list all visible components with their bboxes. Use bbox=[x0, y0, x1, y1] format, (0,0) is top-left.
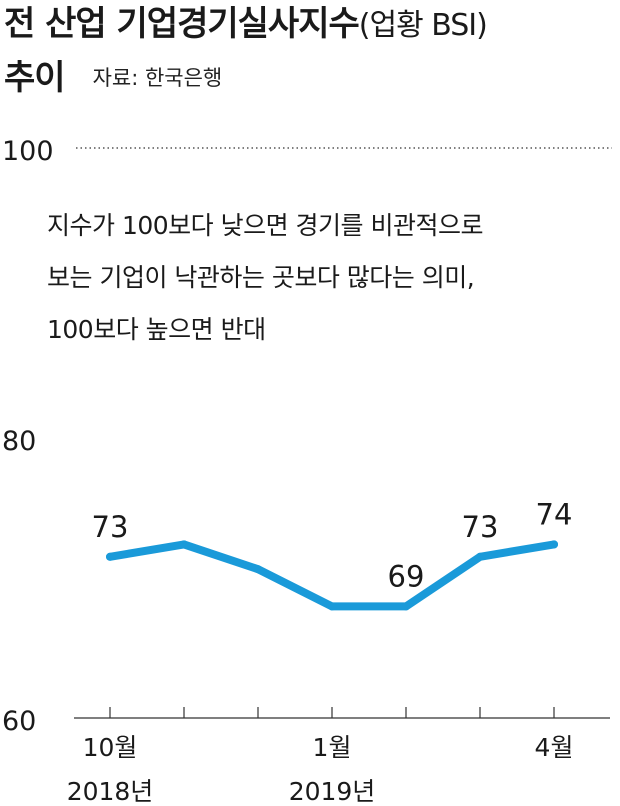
data-point bbox=[402, 602, 410, 611]
y-tick-label-100: 100 bbox=[2, 136, 54, 167]
chart-title-paren: (업황 BSI) bbox=[358, 8, 488, 43]
x-tick-year-label: 2018년 bbox=[67, 777, 154, 806]
chart-title-second: 추이 bbox=[4, 58, 66, 98]
x-tick-label: 4월 bbox=[535, 733, 574, 762]
series-line bbox=[106, 540, 558, 611]
source-label: 자료: 한국은행 bbox=[92, 66, 223, 90]
chart-title-main: 전 산업 기업경기실사지수 bbox=[4, 4, 360, 44]
x-tick-label: 1월 bbox=[313, 733, 352, 762]
note-line-1: 지수가 100보다 낮으면 경기를 비관적으로 bbox=[47, 211, 484, 240]
note-line-3: 100보다 높으면 반대 bbox=[47, 315, 266, 344]
data-label: 73 bbox=[462, 510, 499, 544]
data-point bbox=[476, 552, 484, 561]
data-point bbox=[254, 565, 262, 574]
note-line-2: 보는 기업이 낙관하는 곳보다 많다는 의미, bbox=[47, 263, 475, 292]
data-label: 69 bbox=[388, 559, 425, 593]
y-tick-label-80: 80 bbox=[2, 426, 36, 457]
data-point bbox=[180, 540, 188, 549]
data-point bbox=[550, 540, 558, 549]
data-point bbox=[106, 552, 114, 561]
data-label: 74 bbox=[536, 497, 573, 531]
y-tick-label-60: 60 bbox=[2, 706, 36, 737]
chart-title-line2: 추이 자료: 한국은행 bbox=[4, 54, 222, 108]
data-label: 73 bbox=[92, 510, 129, 544]
x-tick-year-label: 2019년 bbox=[289, 777, 376, 806]
chart-title: 전 산업 기업경기실사지수(업황 BSI) bbox=[4, 2, 488, 48]
data-point bbox=[328, 602, 336, 611]
x-tick-label: 10월 bbox=[83, 733, 138, 762]
